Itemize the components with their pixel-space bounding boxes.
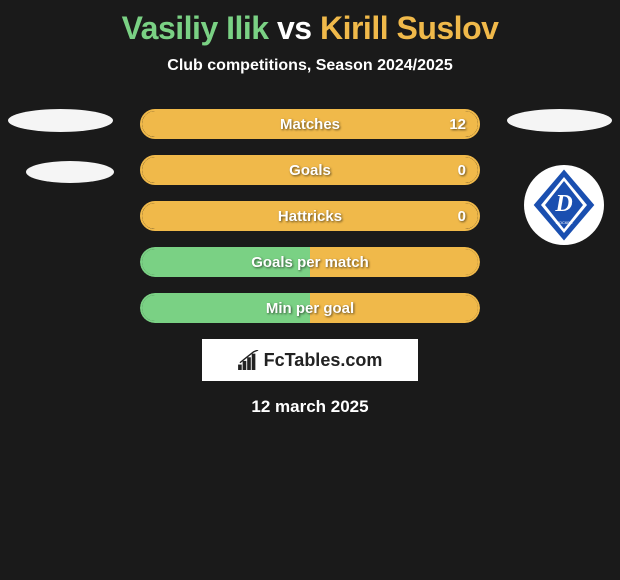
comparison-title: Vasiliy Ilik vs Kirill Suslov <box>0 0 620 47</box>
svg-text:МОСКВА: МОСКВА <box>556 220 573 225</box>
svg-text:D: D <box>554 191 572 217</box>
stat-value-right: 0 <box>458 162 466 179</box>
player2-avatar-placeholder <box>507 109 612 132</box>
stat-row: Goals0 <box>140 155 480 185</box>
stat-label: Matches <box>142 116 478 133</box>
stat-label: Goals per match <box>140 254 480 271</box>
player1-name: Vasiliy Ilik <box>122 10 269 46</box>
player2-club-logo: D МОСКВА <box>524 165 604 245</box>
stats-area: D МОСКВА Matches12Goals0Hattricks0Goals … <box>0 109 620 323</box>
subtitle: Club competitions, Season 2024/2025 <box>0 57 620 75</box>
stat-label: Min per goal <box>140 300 480 317</box>
player1-club-placeholder <box>26 161 114 183</box>
stat-row: Goals per match <box>140 247 480 277</box>
stat-row: Matches12 <box>140 109 480 139</box>
stat-label: Hattricks <box>142 208 478 225</box>
date-text: 12 march 2025 <box>0 397 620 417</box>
stat-label: Goals <box>142 162 478 179</box>
stat-row: Hattricks0 <box>140 201 480 231</box>
stat-value-right: 0 <box>458 208 466 225</box>
stat-rows-container: Matches12Goals0Hattricks0Goals per match… <box>140 109 480 323</box>
watermark: FcTables.com <box>202 339 418 381</box>
stat-row: Min per goal <box>140 293 480 323</box>
vs-text: vs <box>277 10 312 46</box>
player2-name: Kirill Suslov <box>320 10 498 46</box>
stat-value-right: 12 <box>449 116 466 133</box>
club-badge-icon: D МОСКВА <box>533 169 595 241</box>
fctables-logo-icon <box>238 350 260 370</box>
watermark-text: FcTables.com <box>264 350 383 371</box>
player1-avatar-placeholder <box>8 109 113 132</box>
